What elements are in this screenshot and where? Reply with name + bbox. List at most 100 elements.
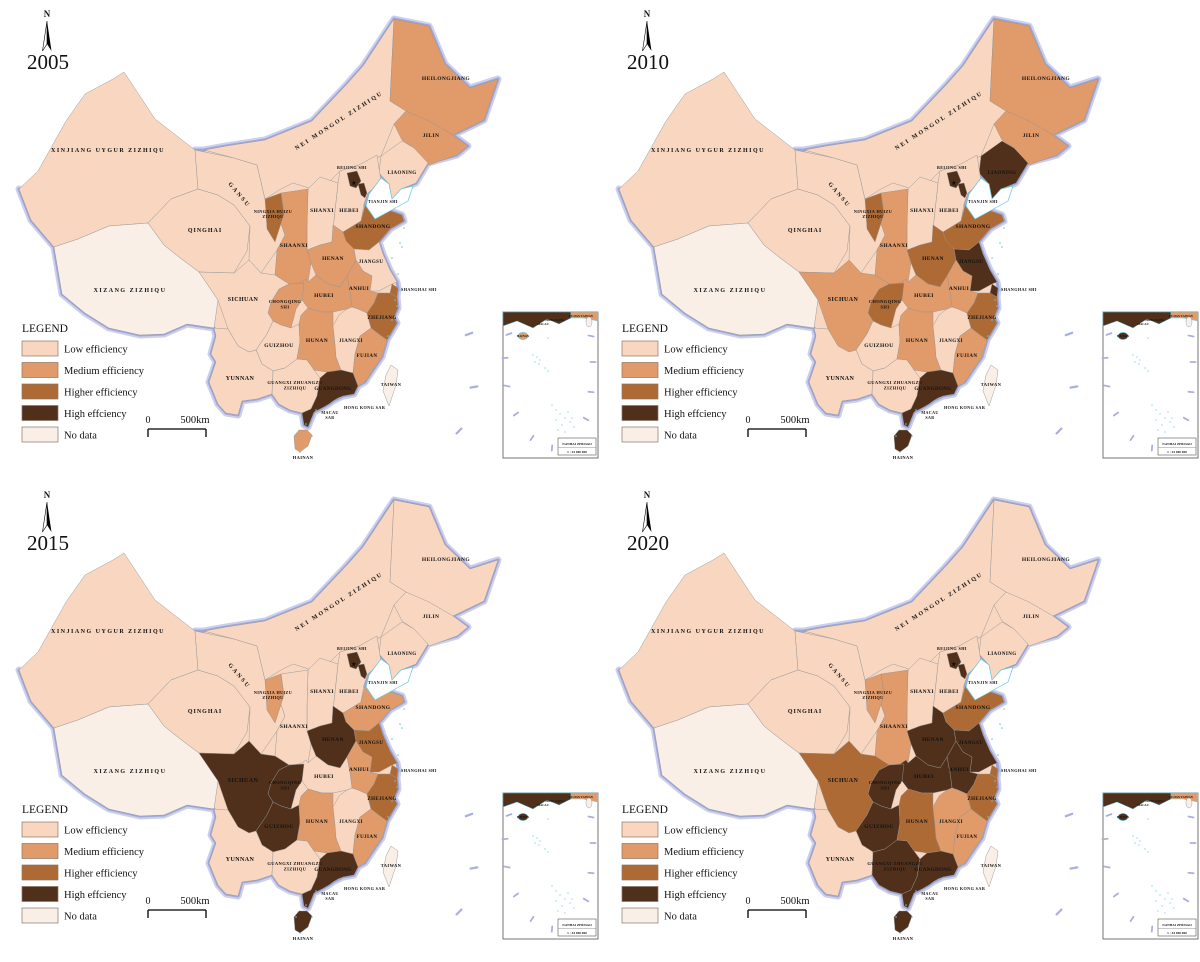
province-tianjin (357, 182, 368, 199)
coast-islet-dot (371, 367, 373, 369)
inset-islet-dot (1132, 835, 1134, 837)
province-label-shaanxi: SHAANXI (280, 724, 308, 730)
province-label-shandong: SHANDONG (956, 224, 991, 230)
inset-islet-dot (547, 337, 549, 339)
coast-islet-dot (1003, 708, 1005, 710)
inset-islet-dot (1173, 426, 1175, 428)
coast-islet-dot (949, 876, 951, 878)
inset-caption-name: NANHAI ZHUDAO (562, 923, 592, 927)
province-jilin (993, 110, 1069, 166)
inset-hainan (517, 813, 529, 821)
beijing-capital-star: ★ (951, 180, 957, 187)
province-xizang (653, 703, 819, 817)
north-arrow-icon (647, 502, 652, 532)
coast-islet-dot (999, 770, 1001, 772)
inset-islet-dot (1161, 424, 1163, 426)
province-guangdong (301, 850, 359, 909)
inset-boundary-dash (501, 356, 509, 360)
province-label-guizhou: GUIZHOU (264, 824, 293, 830)
coast-islet-dot (311, 916, 313, 918)
coast-islet-dot (315, 890, 317, 892)
province-label-taiwan: TAIWAN (381, 863, 402, 868)
coast-islet-dot (305, 423, 307, 425)
bohai-sea (365, 658, 414, 701)
north-arrow-label: N (644, 490, 651, 500)
province-label-shaanxi: SHAANXI (880, 724, 908, 730)
inset-boundary-dash (1182, 416, 1190, 422)
inset-boundary-dash (501, 837, 509, 841)
inset-islet-dot (555, 409, 557, 411)
inset-label-macau: MACAU (1137, 803, 1149, 807)
province-label-hebei: HEBEI (339, 208, 358, 214)
province-label-guangxi: GUANGXI ZHUANGZU ZIZHIQU (267, 861, 323, 872)
inset-caption-box (1157, 918, 1197, 937)
province-label-sichuan: SICHUAN (828, 297, 859, 303)
inset-boundary-dash (1112, 411, 1120, 417)
province-label-hunan: HUNAN (906, 338, 928, 344)
inset-boundary-dash (1129, 915, 1135, 923)
sea-boundary-dash (1055, 908, 1063, 916)
inset-boundary-dash (512, 411, 520, 417)
inset-boundary-dash (1103, 865, 1111, 869)
inset-boundary-dash (1105, 813, 1113, 817)
coast-islet-dot (399, 723, 401, 725)
coast-islet-dot (331, 883, 333, 885)
label-macau-sar: MACAU SAR (321, 410, 338, 420)
province-label-shanxi: SHANXI (310, 208, 334, 214)
province-label-shanghai: SHANGHAI SHI (401, 768, 437, 773)
inset-boundary-dash (1101, 837, 1109, 841)
province-label-jiangsu: JIANGSU (959, 260, 984, 265)
province-label-jilin: JILIN (1023, 614, 1040, 620)
inset-islet-dot (532, 835, 534, 837)
province-shanghai (989, 764, 999, 779)
legend-label-higher: Higher efficiency (64, 869, 138, 880)
inset-islet-dot (539, 359, 541, 361)
coast-islet-dot (905, 423, 907, 425)
coast-islet-dot (391, 738, 393, 740)
coast-islet-dot (996, 786, 998, 788)
legend-swatch-high (621, 886, 659, 902)
inset-islet-dot (569, 902, 571, 904)
coast-islet-dot (397, 273, 399, 275)
inset-islet-dot (1134, 361, 1136, 363)
inset-islet-dot (1134, 842, 1136, 844)
inset-boundary-dash (1129, 434, 1135, 442)
inset-islet-dot (547, 851, 549, 853)
label-hong-kong-sar: HONG KONG SAR (344, 886, 386, 891)
inset-hainan (1117, 813, 1129, 821)
inset-boundary-dash (587, 871, 595, 875)
inset-islet-dot (551, 885, 553, 887)
province-label-xizang: XIZANG ZIZHIQU (94, 288, 167, 294)
province-fujian (352, 327, 388, 387)
inset-islet-dot (1144, 367, 1146, 369)
inset-islet-dot (573, 907, 575, 909)
coast-islet-dot (895, 916, 897, 918)
inset-islet-dot (1136, 837, 1138, 839)
inset-islet-dot (557, 429, 559, 431)
province-xizang (53, 222, 219, 336)
province-ningxia (264, 673, 285, 724)
province-label-zhejiang: ZHEJIANG (967, 797, 996, 802)
province-tianjin (357, 663, 368, 680)
province-taiwan (382, 364, 399, 407)
province-label-hunan: HUNAN (906, 819, 928, 825)
coast-islet-dot (911, 435, 913, 437)
coast-islet-dot (331, 402, 333, 404)
inset-islet-dot (1155, 890, 1157, 892)
legend-swatch-medium (21, 362, 59, 378)
province-label-jiangsu: JIANGSU (959, 741, 984, 746)
province-hainan (893, 910, 913, 934)
province-label-shanxi: SHANXI (910, 689, 934, 695)
inset-islet-dot (567, 892, 569, 894)
inset-boundary-dash (587, 334, 595, 338)
coast-islet-dot (991, 257, 993, 259)
coast-islet-dot (999, 289, 1001, 291)
legend-label-medium: Medium efficiency (664, 366, 745, 377)
province-yunnan (808, 808, 874, 897)
coast-islet-dot (397, 754, 399, 756)
coast-islet-dot (295, 916, 297, 918)
inset-boundary-dash (1103, 384, 1111, 388)
province-label-guangxi: GUANGXI ZHUANGZU ZIZHIQU (867, 861, 923, 872)
province-label-heilongjiang: HEILONGJIANG (422, 557, 471, 563)
